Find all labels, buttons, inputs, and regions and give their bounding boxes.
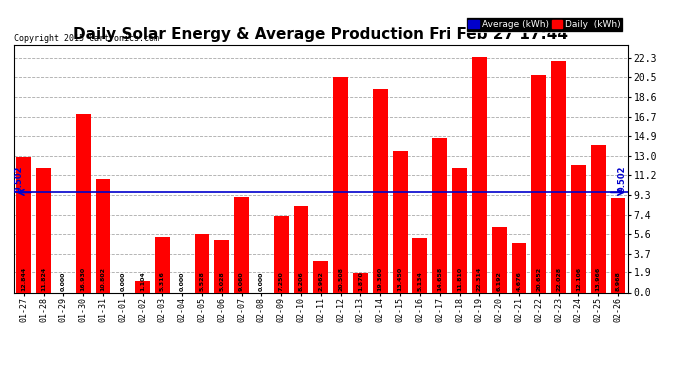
Bar [215, 240, 229, 292]
Bar [571, 165, 586, 292]
Bar [135, 281, 150, 292]
Text: 19.360: 19.360 [378, 267, 383, 291]
Bar [611, 198, 625, 292]
Text: 9.060: 9.060 [239, 271, 244, 291]
Text: 0.000: 0.000 [259, 272, 264, 291]
Legend: Average (kWh), Daily  (kWh): Average (kWh), Daily (kWh) [466, 17, 623, 32]
Bar [333, 76, 348, 292]
Bar [531, 75, 546, 292]
Bar [393, 151, 408, 292]
Text: 14.658: 14.658 [437, 267, 442, 291]
Text: 20.652: 20.652 [536, 267, 541, 291]
Text: 5.316: 5.316 [160, 271, 165, 291]
Bar [591, 146, 606, 292]
Text: 22.314: 22.314 [477, 267, 482, 291]
Bar [155, 237, 170, 292]
Bar [195, 234, 210, 292]
Text: 5.134: 5.134 [417, 271, 422, 291]
Text: 2.962: 2.962 [318, 271, 324, 291]
Text: 5.028: 5.028 [219, 271, 224, 291]
Bar [17, 157, 31, 292]
Text: 0.000: 0.000 [120, 272, 126, 291]
Text: 0.000: 0.000 [61, 272, 66, 291]
Bar [95, 179, 110, 292]
Text: 10.802: 10.802 [101, 267, 106, 291]
Text: 11.824: 11.824 [41, 267, 46, 291]
Text: 12.106: 12.106 [576, 267, 581, 291]
Text: 8.968: 8.968 [615, 271, 620, 291]
Bar [472, 57, 486, 292]
Text: 8.206: 8.206 [299, 271, 304, 291]
Bar [452, 168, 467, 292]
Bar [294, 206, 308, 292]
Text: 11.810: 11.810 [457, 267, 462, 291]
Text: 7.250: 7.250 [279, 271, 284, 291]
Bar [492, 227, 506, 292]
Bar [551, 60, 566, 292]
Text: 12.844: 12.844 [21, 267, 26, 291]
Bar [511, 243, 526, 292]
Bar [353, 273, 368, 292]
Bar [36, 168, 51, 292]
Bar [313, 261, 328, 292]
Text: Copyright 2015 Cartronics.com: Copyright 2015 Cartronics.com [14, 33, 159, 42]
Bar [432, 138, 447, 292]
Bar [373, 88, 388, 292]
Text: 4.676: 4.676 [516, 271, 522, 291]
Text: 6.192: 6.192 [497, 271, 502, 291]
Text: 9.502: 9.502 [14, 166, 23, 192]
Bar [234, 197, 249, 292]
Text: 13.450: 13.450 [397, 267, 402, 291]
Text: 0.000: 0.000 [179, 272, 185, 291]
Text: 13.966: 13.966 [595, 267, 601, 291]
Text: 20.508: 20.508 [338, 267, 343, 291]
Text: 9.502: 9.502 [618, 166, 627, 192]
Text: 22.028: 22.028 [556, 267, 561, 291]
Text: 16.930: 16.930 [81, 267, 86, 291]
Bar [274, 216, 288, 292]
Bar [76, 114, 90, 292]
Bar [413, 238, 427, 292]
Title: Daily Solar Energy & Average Production Fri Feb 27 17:44: Daily Solar Energy & Average Production … [73, 27, 569, 42]
Text: 1.870: 1.870 [358, 271, 363, 291]
Text: 1.104: 1.104 [140, 271, 145, 291]
Text: 5.528: 5.528 [199, 271, 204, 291]
